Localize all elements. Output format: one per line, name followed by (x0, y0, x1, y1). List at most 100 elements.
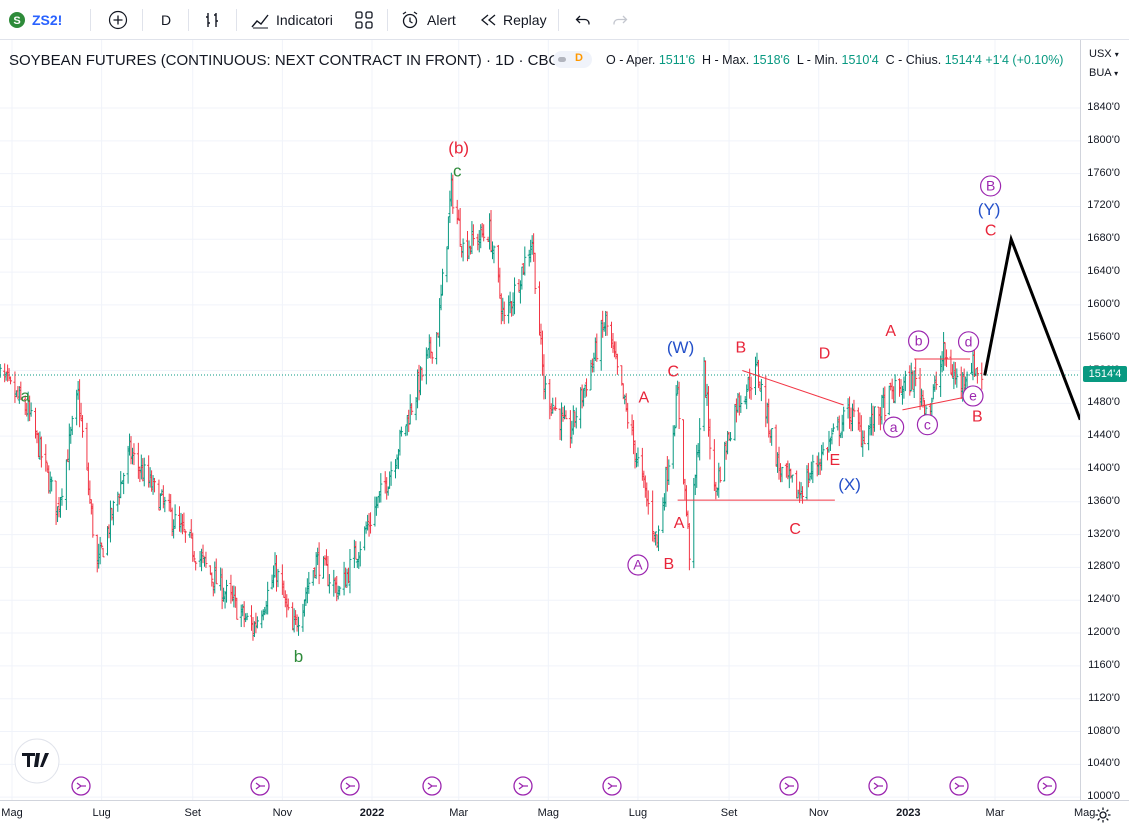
time-tick-label: Mar (449, 807, 468, 819)
time-tick-label: 2022 (360, 807, 384, 819)
time-tick-label: Set (721, 807, 738, 819)
toolbar-divider (142, 9, 143, 31)
economic-event-marker[interactable] (869, 777, 887, 795)
currency-label: USX (1089, 48, 1112, 60)
price-tick-label: 1640'0 (1087, 265, 1120, 277)
wave-label-a: a (20, 386, 30, 405)
status-pill[interactable]: D (553, 51, 592, 68)
economic-event-marker[interactable] (251, 777, 269, 795)
price-tick-label: 1160'0 (1088, 659, 1120, 671)
economic-event-marker[interactable] (514, 777, 532, 795)
wave-label-circled-B: B (981, 176, 1001, 196)
price-bar (838, 416, 841, 447)
label-text: b (915, 333, 923, 349)
wave-label-circled-c: c (917, 415, 937, 435)
price-tick-label: 1720'0 (1087, 199, 1120, 211)
label-text: A (633, 557, 643, 573)
interval-label: D (161, 12, 171, 28)
price-tick-label: 1760'0 (1087, 167, 1120, 179)
high-label: H - Max. (702, 53, 749, 67)
economic-event-marker[interactable] (1038, 777, 1056, 795)
open-label: O - Aper. (606, 53, 655, 67)
low-label: L - Min. (797, 53, 838, 67)
wave-label-B: B (663, 556, 674, 573)
price-tick-label: 1560'0 (1087, 331, 1120, 343)
redo-icon (611, 11, 629, 29)
wave-label-X: (X) (838, 475, 861, 494)
indicators-icon (250, 10, 270, 30)
time-tick-label: Mag (538, 807, 559, 819)
price-bar (682, 419, 685, 484)
time-tick-label: 2023 (896, 807, 920, 819)
replay-button[interactable]: Replay (479, 0, 547, 40)
close-label: C - Chius. (886, 53, 942, 67)
unit-selector[interactable]: BUA ▾ (1089, 67, 1118, 79)
wave-label-circled-d: d (959, 332, 979, 352)
price-tick-label: 1400'0 (1087, 462, 1120, 474)
gear-icon (1094, 806, 1112, 824)
wave-label-circled-a: a (884, 417, 904, 437)
price-bar (13, 371, 16, 402)
price-tick-label: 1280'0 (1087, 560, 1120, 572)
wave-label-W: (W) (667, 338, 694, 357)
compare-symbol-button[interactable] (108, 0, 128, 40)
templates-button[interactable] (354, 0, 374, 40)
bars-chart-icon (203, 10, 223, 30)
pill-letter: D (575, 52, 583, 64)
price-tick-label: 1120'0 (1088, 692, 1120, 704)
wave-label-A: A (674, 515, 685, 532)
redo-button[interactable] (611, 0, 629, 40)
economic-event-marker[interactable] (72, 777, 90, 795)
toolbar-divider (188, 9, 189, 31)
economic-event-marker[interactable] (423, 777, 441, 795)
projection-path (985, 239, 1080, 419)
interval-button[interactable]: D (161, 0, 171, 40)
price-tick-label: 1040'0 (1087, 757, 1120, 769)
economic-event-marker[interactable] (341, 777, 359, 795)
toolbar-divider (387, 9, 388, 31)
wave-label-B: B (735, 340, 746, 357)
price-bar (122, 473, 125, 494)
label-text: a (890, 419, 898, 435)
wave-label-C: C (667, 363, 679, 380)
price-bar (445, 246, 448, 282)
low-value: 1510'4 (842, 53, 879, 67)
wave-label-C: C (789, 521, 801, 538)
alert-button[interactable]: Alert (400, 0, 456, 40)
top-toolbar: S ZS2! D Indicatori Alert Replay (0, 0, 1129, 40)
settings-button[interactable] (1094, 806, 1112, 829)
price-bar (194, 561, 197, 571)
price-tick-label: 1320'0 (1087, 528, 1120, 540)
current-price-badge: 1514'4 (1083, 366, 1127, 382)
time-tick-label: Lug (629, 807, 647, 819)
chevron-down-icon: ▾ (1114, 69, 1118, 78)
currency-selector[interactable]: USX ▾ (1089, 48, 1119, 60)
price-tick-label: 1600'0 (1087, 298, 1120, 310)
wave-label-b: b (294, 647, 303, 666)
symbol-button[interactable]: S ZS2! (8, 0, 62, 40)
chart-type-button[interactable] (203, 0, 223, 40)
high-value: 1518'6 (753, 53, 790, 67)
economic-event-marker[interactable] (603, 777, 621, 795)
label-text: d (965, 334, 973, 350)
alert-label: Alert (427, 12, 456, 28)
indicators-button[interactable]: Indicatori (250, 0, 333, 40)
chevron-down-icon: ▾ (1115, 50, 1119, 59)
undo-button[interactable] (574, 0, 592, 40)
time-tick-label: Mar (986, 807, 1005, 819)
wave-label-A: A (885, 323, 896, 340)
wave-label-paren-b: (b) (448, 139, 469, 158)
economic-event-marker[interactable] (950, 777, 968, 795)
label-text: c (924, 416, 931, 432)
toolbar-divider (90, 9, 91, 31)
time-tick-label: Mag (1, 807, 22, 819)
tradingview-logo-icon[interactable] (15, 739, 59, 783)
open-value: 1511'6 (659, 53, 695, 67)
time-tick-label: Nov (273, 807, 293, 819)
price-tick-label: 1240'0 (1087, 593, 1120, 605)
change-value: +1'4 (+0.10%) (985, 53, 1063, 67)
economic-event-marker[interactable] (780, 777, 798, 795)
